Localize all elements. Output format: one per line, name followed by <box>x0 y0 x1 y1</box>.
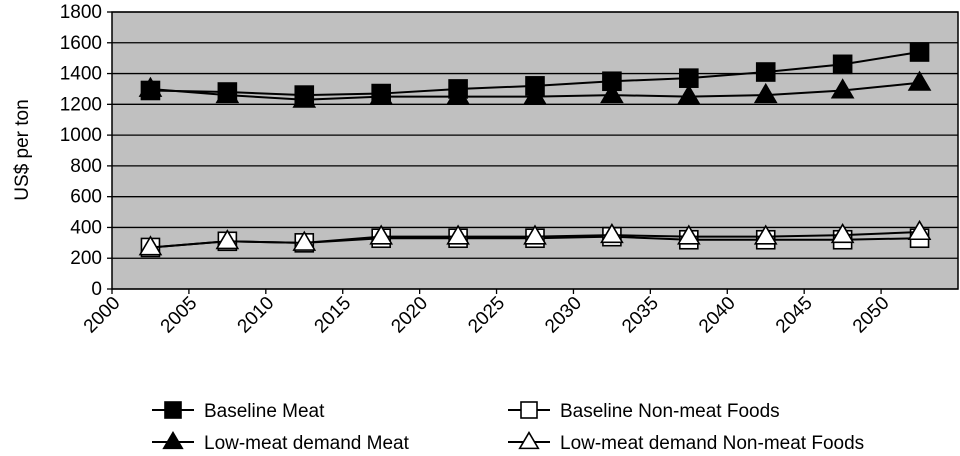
y-tick-label: 1200 <box>60 94 102 115</box>
data-point <box>676 84 701 105</box>
x-tick-label: 2015 <box>311 293 356 338</box>
x-tick-label: 2035 <box>618 293 663 338</box>
grid-lines <box>112 11 958 290</box>
series-3 <box>138 219 932 256</box>
legend-marker <box>520 401 538 419</box>
data-point <box>292 87 317 108</box>
data-point <box>753 224 778 245</box>
y-tick-label: 1400 <box>60 64 102 85</box>
data-point <box>676 224 701 245</box>
x-tick-label: 2025 <box>464 293 509 338</box>
y-tick-label: 200 <box>70 248 102 269</box>
x-tick-label: 2000 <box>80 293 125 338</box>
data-point <box>907 219 932 241</box>
data-point <box>755 62 776 82</box>
data-point <box>369 224 394 245</box>
legend-label: Baseline Non-meat Foods <box>560 401 780 422</box>
data-point <box>523 224 547 245</box>
x-tick-label: 2005 <box>157 293 202 338</box>
x-tick-label: 2050 <box>849 293 894 338</box>
y-axis-label: US$ per ton <box>12 99 33 200</box>
legend-marker <box>164 401 182 419</box>
data-point <box>215 82 240 104</box>
legend-label: Low-meat demand Meat <box>204 433 410 454</box>
y-axis-ticks: 0 200 400 600 800 1000 1200 1400 1600 1800 <box>60 2 112 300</box>
data-point <box>138 235 163 256</box>
y-tick-label: 0 <box>91 279 102 300</box>
y-tick-label: 600 <box>70 187 102 208</box>
data-point <box>369 84 394 105</box>
series-group <box>138 42 932 258</box>
legend-item: Baseline Meat <box>152 401 325 422</box>
series-2 <box>138 70 932 108</box>
y-tick-label: 800 <box>70 156 102 177</box>
data-point <box>446 84 470 105</box>
y-tick-label: 400 <box>70 217 102 238</box>
data-point <box>600 222 624 244</box>
legend-marker <box>518 430 540 450</box>
data-point <box>600 82 624 104</box>
x-tick-label: 2040 <box>695 293 740 338</box>
x-tick-label: 2045 <box>772 293 817 338</box>
x-axis-ticks: 2000 2005 2010 2015 2020 2025 2030 2035 2040 2045… <box>80 289 894 337</box>
y-tick-label: 1000 <box>60 125 102 146</box>
x-tick-label: 2030 <box>541 293 586 338</box>
data-point <box>909 42 930 62</box>
legend-marker <box>162 430 184 450</box>
x-tick-label: 2020 <box>387 293 432 338</box>
data-point <box>523 84 547 105</box>
y-tick-label: 1600 <box>60 33 102 54</box>
data-point <box>907 70 932 91</box>
data-point <box>753 82 778 104</box>
legend: Baseline Meat Baseline Non-meat Foods Low-… <box>152 401 864 454</box>
data-point <box>446 224 470 245</box>
legend-item: Low-meat demand Meat <box>152 430 410 454</box>
data-point <box>830 222 855 244</box>
legend-label: Baseline Meat <box>204 401 325 422</box>
x-tick-label: 2010 <box>234 293 279 338</box>
legend-item: Low-meat demand Non-meat Foods <box>508 430 864 454</box>
data-point <box>832 54 853 75</box>
data-point <box>830 78 855 99</box>
data-point <box>215 229 240 250</box>
y-tick-label: 1800 <box>60 2 102 23</box>
legend-label: Low-meat demand Non-meat Foods <box>560 433 864 454</box>
legend-item: Baseline Non-meat Foods <box>508 401 780 422</box>
data-point <box>292 230 317 251</box>
data-point <box>138 76 163 97</box>
